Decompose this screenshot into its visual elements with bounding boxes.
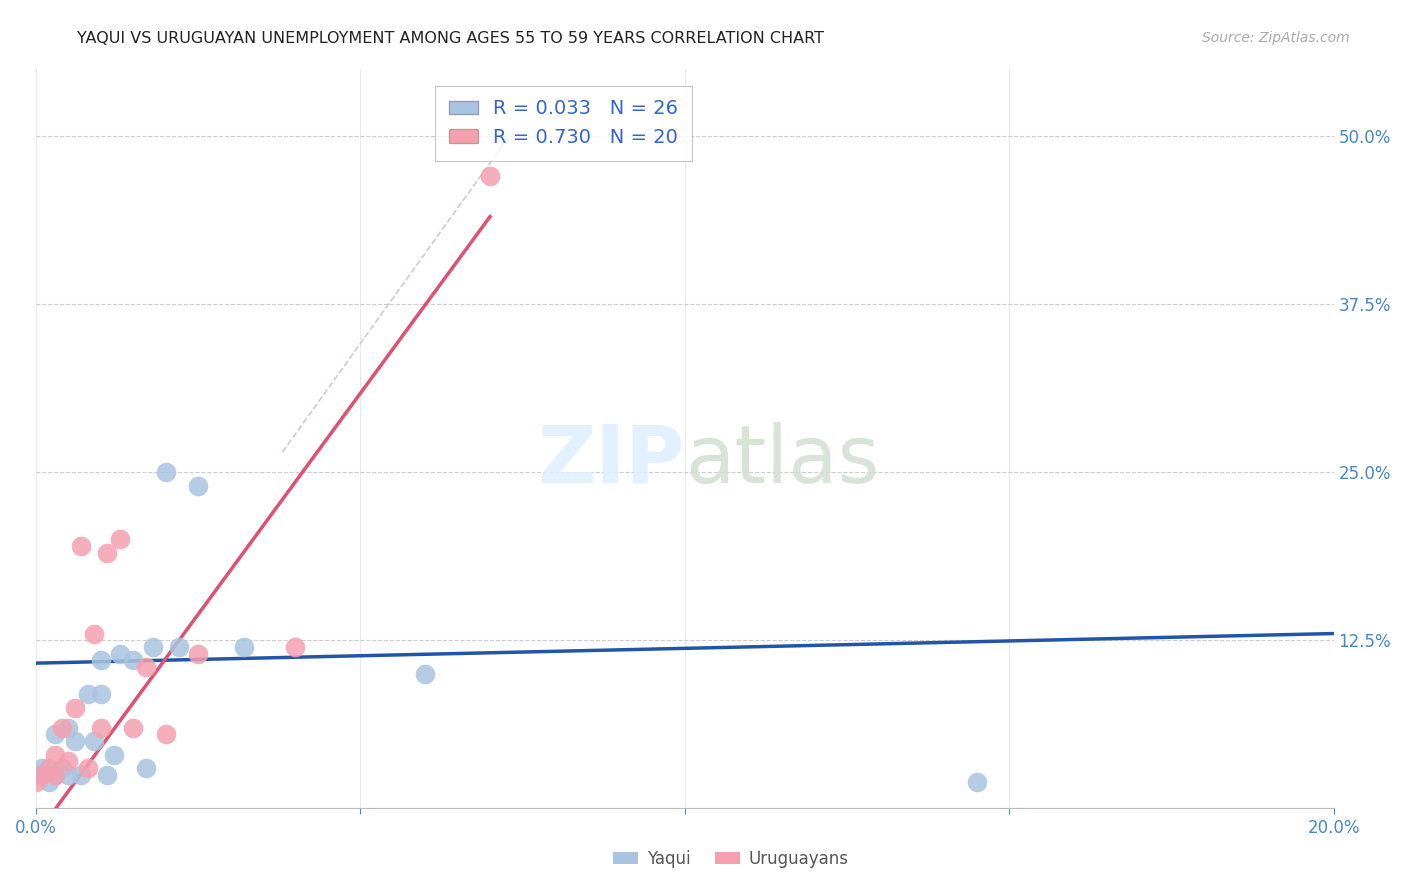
Point [76, 761, 98, 775]
Point [187, 478, 209, 492]
Point [44, 727, 66, 741]
Legend: Yaqui, Uruguayans: Yaqui, Uruguayans [607, 844, 855, 875]
Text: atlas: atlas [685, 422, 879, 500]
Point [155, 465, 177, 479]
Point [479, 169, 502, 183]
Point [83, 734, 105, 748]
Point [63, 734, 86, 748]
Point [90, 653, 112, 667]
Point [966, 774, 988, 789]
Point [83, 626, 105, 640]
Point [103, 747, 125, 762]
Point [25, 774, 48, 789]
Point [44, 768, 66, 782]
Point [187, 647, 209, 661]
Point [25, 768, 48, 782]
Point [58, 721, 80, 735]
Point [76, 687, 98, 701]
Point [167, 640, 190, 654]
Point [58, 768, 80, 782]
Point [51, 721, 73, 735]
Point [63, 700, 86, 714]
Point [31, 768, 53, 782]
Point [44, 747, 66, 762]
Point [96, 546, 118, 560]
Point [142, 640, 165, 654]
Point [31, 761, 53, 775]
Text: YAQUI VS URUGUAYAN UNEMPLOYMENT AMONG AGES 55 TO 59 YEARS CORRELATION CHART: YAQUI VS URUGUAYAN UNEMPLOYMENT AMONG AG… [77, 31, 824, 46]
Point [58, 755, 80, 769]
Point [70, 768, 93, 782]
Point [51, 761, 73, 775]
Point [135, 761, 157, 775]
Point [90, 687, 112, 701]
Point [413, 667, 436, 681]
Point [70, 539, 93, 553]
Legend: R = 0.033   N = 26, R = 0.730   N = 20: R = 0.033 N = 26, R = 0.730 N = 20 [434, 86, 692, 161]
Text: Source: ZipAtlas.com: Source: ZipAtlas.com [1202, 31, 1350, 45]
Point [232, 640, 254, 654]
Point [155, 727, 177, 741]
Point [96, 768, 118, 782]
Point [122, 653, 145, 667]
Point [90, 721, 112, 735]
Point [122, 721, 145, 735]
Point [284, 640, 307, 654]
Point [44, 768, 66, 782]
Text: ZIP: ZIP [537, 422, 685, 500]
Point [110, 533, 132, 547]
Point [38, 761, 60, 775]
Point [110, 647, 132, 661]
Point [135, 660, 157, 674]
Point [38, 774, 60, 789]
